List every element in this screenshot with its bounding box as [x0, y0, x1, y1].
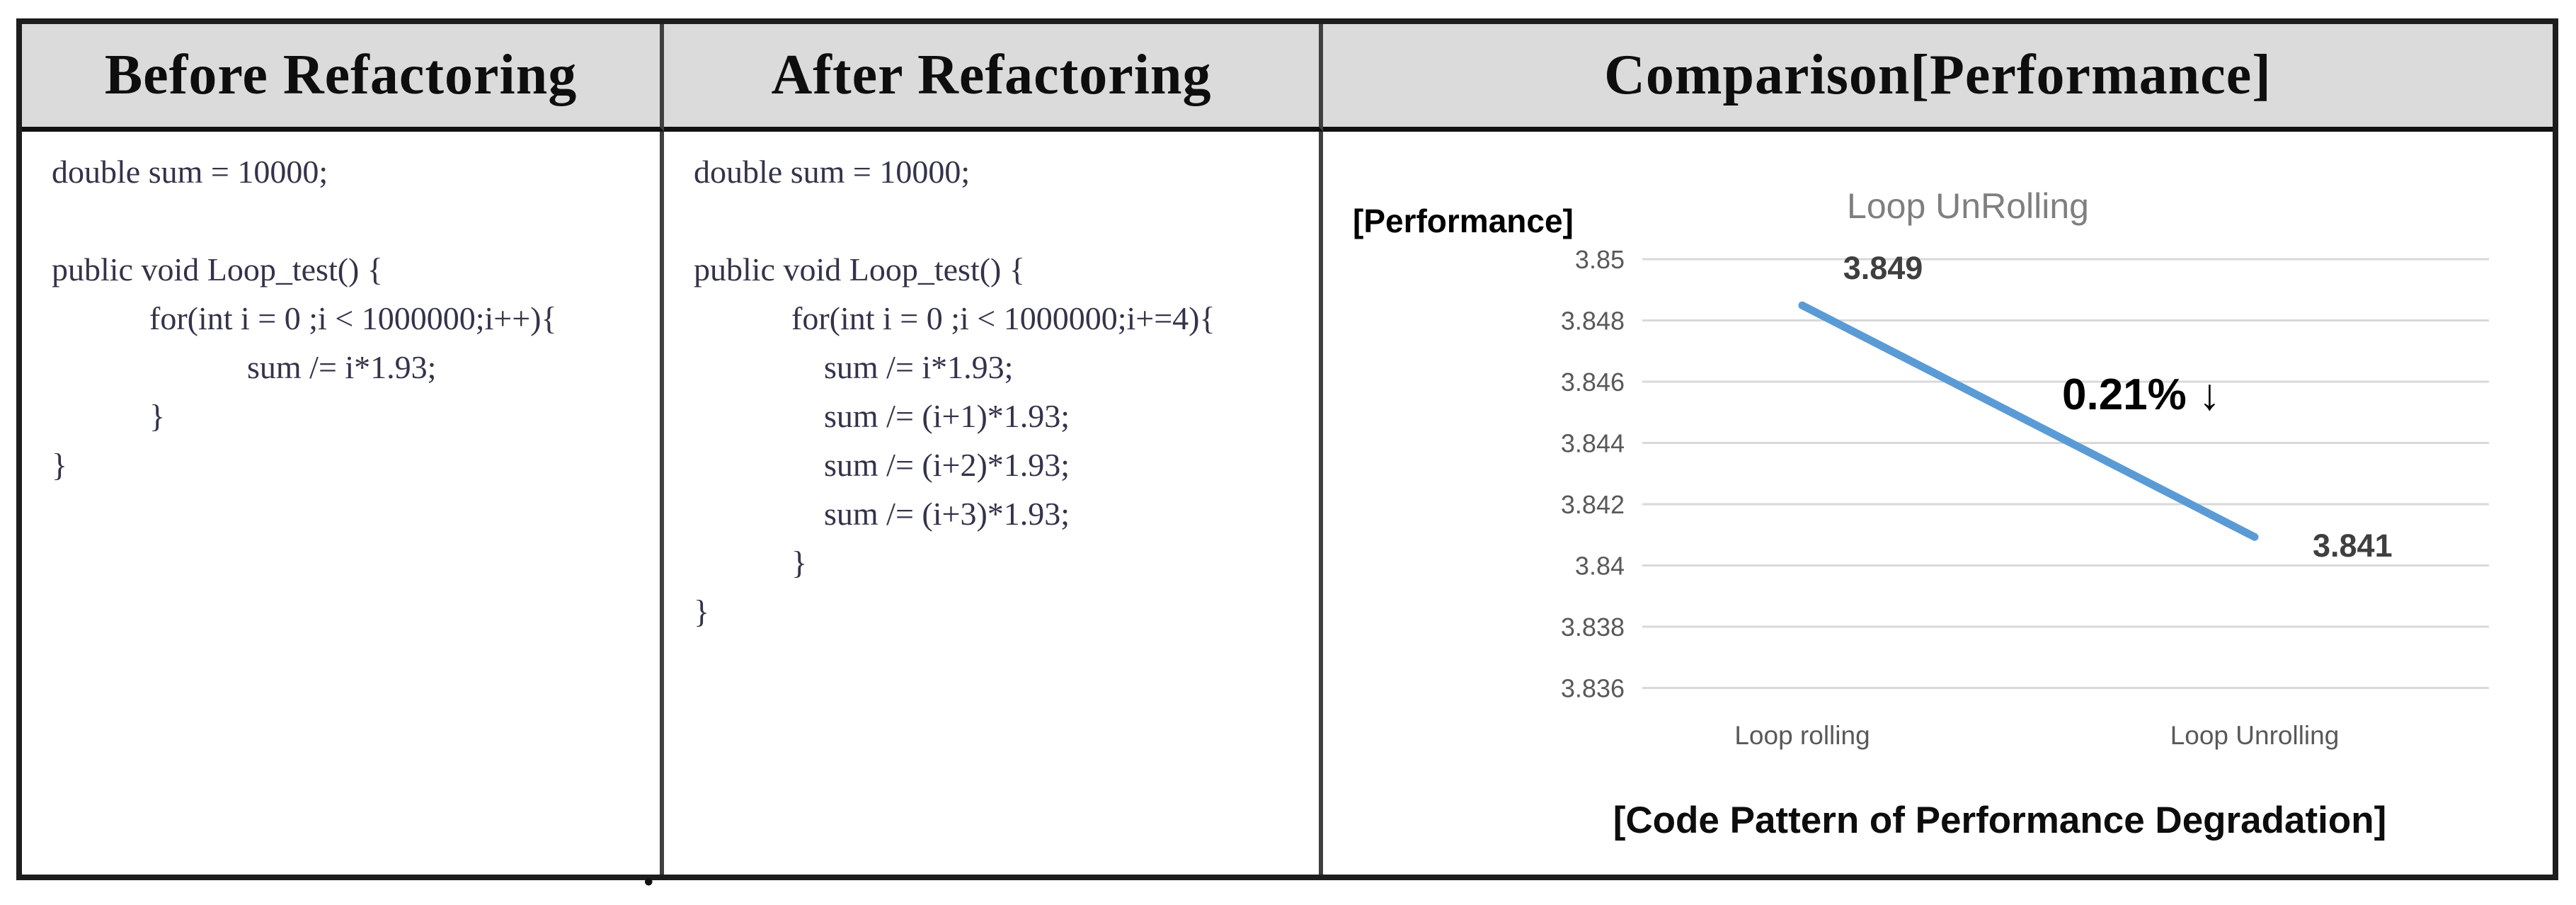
- y-tick-label: 3.846: [1561, 368, 1625, 397]
- code-after-refactoring: double sum = 10000; public void Loop_tes…: [664, 132, 1323, 875]
- refactoring-comparison-figure: Before Refactoring After Refactoring Com…: [16, 18, 2558, 880]
- y-tick-label: 3.84: [1575, 552, 1625, 581]
- stray-period: .: [641, 829, 657, 899]
- code-before-refactoring: double sum = 10000; public void Loop_tes…: [22, 132, 664, 875]
- y-tick-label: 3.848: [1561, 307, 1625, 336]
- point-label-loop-rolling: 3.849: [1843, 250, 1923, 286]
- y-tick-label: 3.842: [1561, 490, 1625, 519]
- performance-line-chart: 3.85 3.848 3.846 3.844 3.842 3.84 3.838 3.836 Lo…: [1353, 186, 2489, 841]
- header-after-refactoring: After Refactoring: [664, 24, 1323, 132]
- y-tick-label: 3.838: [1561, 613, 1625, 642]
- chart-title: Loop UnRolling: [1847, 186, 2089, 226]
- header-comparison-performance: Comparison[Performance]: [1323, 24, 2553, 132]
- performance-chart-cell: 3.85 3.848 3.846 3.844 3.842 3.84 3.838 3.836 Lo…: [1323, 132, 2553, 875]
- x-category-label-loop-unrolling: Loop Unrolling: [2170, 721, 2340, 750]
- header-before-refactoring: Before Refactoring: [22, 24, 664, 132]
- point-label-loop-unrolling: 3.841: [2313, 528, 2393, 564]
- x-category-label-loop-rolling: Loop rolling: [1734, 721, 1870, 750]
- y-tick-label: 3.844: [1561, 429, 1625, 458]
- chart-caption: [Code Pattern of Performance Degradation…: [1613, 799, 2387, 841]
- y-tick-label: 3.85: [1575, 245, 1625, 274]
- y-axis-label: [Performance]: [1353, 203, 1574, 239]
- y-tick-label: 3.836: [1561, 674, 1625, 703]
- series-line: [1798, 301, 2259, 541]
- delta-annotation: 0.21% ↓: [2062, 370, 2221, 419]
